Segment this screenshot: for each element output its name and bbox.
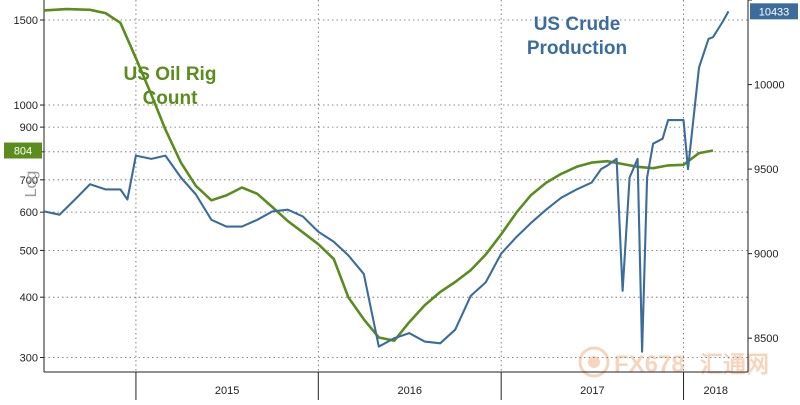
left-axis-tick-label: 700 <box>20 175 38 187</box>
right-axis-tick-label: 9000 <box>754 249 778 261</box>
rig-count-line <box>43 7 714 343</box>
rig-count-label-line1: US Oil Rig <box>124 64 217 85</box>
right-axis-tick-label: 9500 <box>754 164 778 176</box>
right-axis-tick-label: 8500 <box>754 333 778 345</box>
crude-label-line2: Production <box>527 38 627 59</box>
rig-count-label-line2: Count <box>143 88 199 109</box>
left-axis-tick-label: 500 <box>20 245 38 257</box>
watermark-chinese: 汇通网 <box>700 351 769 377</box>
gridlines <box>44 0 748 372</box>
left-axis-title: Log <box>23 171 40 198</box>
crude-last-value-badge <box>750 3 798 20</box>
x-axis-year-label: 2016 <box>397 385 421 397</box>
left-axis-tick-label: 600 <box>20 207 38 219</box>
crude-production-line <box>43 10 730 353</box>
crude-label-line1: US Crude <box>534 14 621 35</box>
left-axis-tick-label: 900 <box>20 122 38 134</box>
axes: 3004005006007008009001000150085009000950… <box>4 0 798 400</box>
rig-count-last-value-badge <box>4 142 42 159</box>
left-axis-tick-label: 300 <box>20 353 38 365</box>
x-axis-year-label: 2015 <box>215 385 239 397</box>
left-axis-tick-label: 400 <box>20 292 38 304</box>
series <box>43 7 730 353</box>
left-axis-tick-label: 1000 <box>14 100 38 112</box>
rig-count-last-value-label: 804 <box>14 146 32 158</box>
right-axis-tick-label: 10000 <box>754 80 785 92</box>
watermark-latin: FX678 <box>614 351 685 378</box>
x-axis-year-label: 2017 <box>580 385 604 397</box>
crude-last-value-label: 10433 <box>759 6 790 18</box>
watermark-logo: FX678 汇通网 <box>578 346 769 378</box>
x-axis-year-label: 2018 <box>704 385 728 397</box>
left-axis-tick-label: 1500 <box>14 15 38 27</box>
